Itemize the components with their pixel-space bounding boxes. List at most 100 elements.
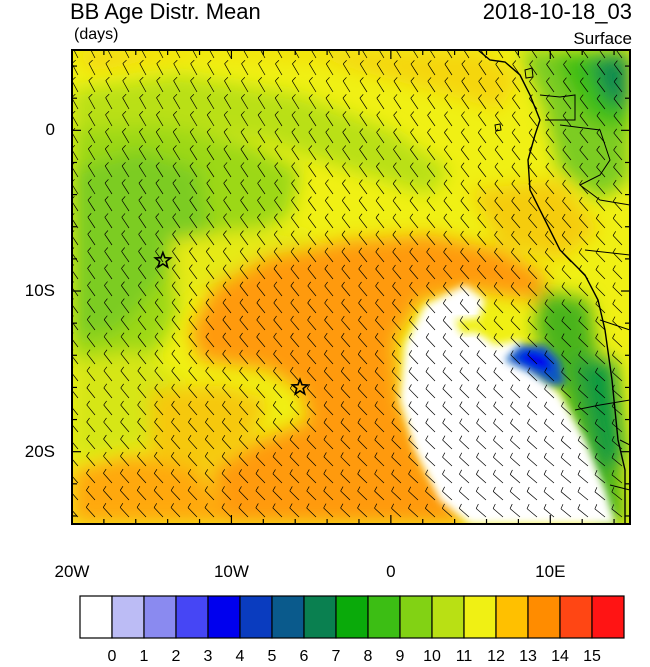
wind-barb (359, 60, 368, 76)
wind-barb (546, 60, 555, 76)
wind-barb (207, 59, 215, 76)
wind-barb (340, 486, 351, 501)
wind-barb (425, 350, 436, 365)
wind-barb (238, 503, 249, 518)
wind-barb (357, 401, 368, 416)
wind-barb (391, 469, 402, 484)
wind-barb (221, 452, 232, 467)
wind-barb (289, 452, 300, 467)
wind-barb (478, 77, 487, 93)
wind-barb (511, 111, 521, 127)
wind-barb (475, 503, 487, 518)
wind-barb (408, 486, 419, 501)
wind-barb (526, 503, 538, 518)
wind-barb (577, 418, 589, 433)
wind-barb (155, 162, 164, 178)
wind-barb (613, 77, 623, 93)
wind-barb (442, 350, 453, 365)
colorbar-swatch (559, 595, 593, 639)
wind-barb (189, 111, 198, 127)
colorbar-label: 2 (171, 648, 181, 665)
wind-barb (86, 468, 96, 484)
wind-barb (560, 418, 572, 433)
wind-barb (189, 247, 198, 263)
wind-barb (393, 94, 402, 110)
wind-barb (121, 264, 130, 280)
wind-barb (206, 179, 215, 195)
wind-barb (595, 333, 606, 348)
wind-barb (359, 162, 368, 178)
wind-barb (392, 230, 402, 246)
wind-barb (223, 213, 232, 229)
wind-barb (359, 111, 368, 127)
wind-barb (544, 350, 555, 365)
wind-barb (442, 401, 453, 416)
wind-barb (476, 435, 487, 450)
wind-barb (290, 264, 300, 280)
wind-barb (425, 367, 436, 382)
wind-barb (391, 435, 402, 450)
wind-barb (444, 111, 453, 127)
wind-barb (222, 247, 232, 263)
wind-barb (561, 401, 572, 416)
wind-barb (308, 179, 317, 195)
wind-barb (493, 282, 504, 297)
wind-barb (562, 162, 572, 178)
wind-barb (612, 214, 623, 229)
wind-barb (119, 503, 130, 518)
wind-barb (324, 298, 334, 314)
wind-barb (392, 315, 402, 331)
wind-barb (357, 349, 368, 365)
units-label: (days) (74, 26, 119, 43)
wind-barb (103, 400, 113, 416)
wind-barb (375, 281, 385, 297)
wind-barb (87, 230, 96, 246)
wind-barb (256, 264, 266, 280)
wind-barb (224, 59, 232, 76)
wind-barb (442, 486, 453, 501)
wind-barb (87, 281, 96, 297)
colorbar-swatch (303, 595, 337, 639)
wind-barb (136, 486, 147, 501)
wind-barb (153, 503, 164, 518)
wind-barb (172, 179, 181, 195)
wind-barb (325, 145, 334, 161)
wind-barb (241, 59, 249, 76)
wind-barb (274, 213, 283, 229)
wind-barb (137, 468, 147, 484)
wind-barb (427, 60, 436, 76)
wind-barb (192, 50, 198, 59)
wind-barb (172, 264, 181, 280)
wind-barb (344, 50, 351, 59)
wind-barb (307, 298, 317, 314)
wind-barb (289, 469, 300, 484)
wind-barb (594, 470, 606, 484)
wind-barb (546, 77, 555, 93)
colorbar-swatch (79, 595, 113, 639)
wind-barb (171, 349, 181, 365)
wind-barb (222, 332, 232, 348)
wind-barb (121, 213, 130, 229)
wind-barb (460, 213, 470, 229)
wind-barb (239, 298, 249, 314)
wind-barb (290, 332, 300, 348)
wind-barb (87, 264, 96, 280)
colorbar (79, 595, 625, 639)
wind-barb (86, 400, 96, 416)
wind-barb (257, 179, 266, 195)
wind-barb (155, 213, 164, 229)
wind-barb (105, 127, 113, 144)
wind-barb (239, 247, 249, 263)
wind-barb (153, 486, 164, 501)
wind-barb (103, 366, 113, 382)
wind-barb (170, 486, 181, 501)
wind-barb (493, 367, 504, 382)
wind-barb (121, 196, 130, 212)
wind-barb (119, 485, 130, 501)
wind-barb (273, 332, 283, 348)
wind-barb (511, 179, 521, 195)
wind-barb (256, 332, 266, 348)
wind-barb (290, 281, 300, 297)
wind-barb (105, 93, 113, 110)
